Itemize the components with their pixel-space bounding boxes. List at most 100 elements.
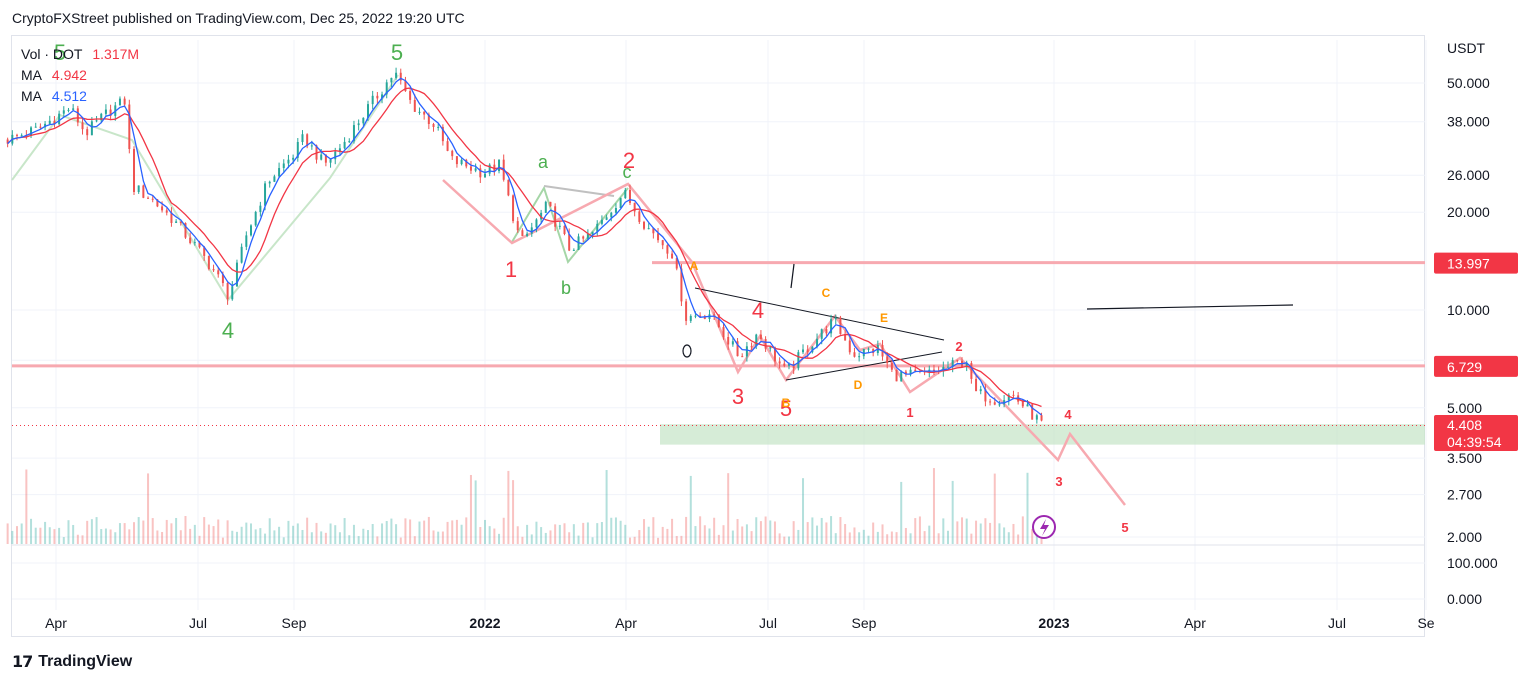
volume-bar	[507, 470, 510, 544]
price-label-bg-1	[1434, 355, 1518, 377]
volume-bar	[610, 517, 613, 544]
candle-body	[306, 134, 309, 147]
candle	[48, 115, 51, 125]
candle	[212, 264, 215, 272]
candle	[128, 99, 131, 154]
volume-bar	[900, 481, 903, 544]
volume-bar	[806, 522, 809, 544]
volume-bar	[731, 530, 734, 544]
volume-bar	[296, 523, 299, 544]
candle-body	[432, 124, 435, 127]
volume-bar	[1021, 516, 1024, 544]
candle	[731, 337, 734, 347]
volume-bar	[76, 534, 79, 544]
candle	[764, 336, 767, 352]
volume-bar	[600, 522, 603, 544]
candle-body	[764, 339, 767, 349]
candle-body	[437, 126, 440, 128]
candle	[661, 239, 664, 250]
candle-body	[605, 217, 608, 220]
candle-body	[680, 268, 683, 302]
volume-bar	[904, 527, 907, 544]
candle	[11, 130, 14, 146]
x-tick-label-3: 2022	[469, 615, 500, 631]
volume-bar	[72, 524, 75, 544]
candle	[273, 174, 276, 183]
volume-bar	[526, 524, 529, 544]
volume-bar	[395, 524, 398, 544]
volume-bar	[245, 522, 248, 544]
candle	[624, 187, 627, 199]
candle-body	[137, 185, 140, 192]
candle	[147, 196, 150, 199]
candle-body	[554, 206, 557, 227]
volume-bar	[596, 523, 599, 544]
candle-body	[914, 369, 917, 371]
legend-ma-1-label: MA	[21, 67, 42, 83]
candles	[6, 67, 1043, 424]
candle-body	[540, 212, 543, 220]
volume-bar	[352, 524, 355, 544]
candle	[104, 104, 107, 117]
volume-bar	[605, 470, 608, 544]
volume-bar	[984, 518, 987, 544]
candle	[413, 94, 416, 112]
wave-label-7: 2	[623, 148, 635, 173]
wave-label-19: 4	[1064, 407, 1072, 422]
candle	[619, 197, 622, 209]
volume-bar	[338, 532, 341, 544]
chart-frame[interactable]	[11, 35, 1425, 637]
candle-body	[165, 210, 168, 213]
tradingview-logo[interactable]: 17 TradingView	[12, 652, 132, 671]
volume-bar	[469, 474, 472, 544]
candle	[736, 337, 739, 357]
candle-body	[203, 247, 206, 256]
volume-bar	[189, 528, 192, 544]
y-tick-label-3: 20.000	[1447, 204, 1490, 220]
volume-bar	[1012, 523, 1015, 544]
candle	[652, 227, 655, 239]
candle-body	[1007, 394, 1010, 401]
candle	[745, 342, 748, 362]
legend-ma-1: MA 4.942	[21, 65, 145, 86]
candle-body	[329, 159, 332, 163]
volume-bar	[643, 519, 646, 544]
candle-body	[469, 166, 472, 171]
candle	[890, 358, 893, 373]
candle-body	[568, 233, 571, 251]
volume-bar	[250, 523, 252, 544]
candle	[858, 352, 861, 362]
candle-body	[278, 168, 281, 177]
candle	[989, 398, 992, 406]
candle-body	[657, 233, 660, 241]
candle-body	[671, 253, 674, 259]
candle	[207, 255, 210, 271]
volume-bar	[862, 529, 865, 544]
wave-label-20: 5	[1121, 520, 1128, 535]
candle-body	[259, 205, 262, 212]
volume-bar	[343, 518, 346, 544]
candle-body	[198, 242, 201, 248]
candle-body	[946, 366, 949, 368]
candle	[1007, 393, 1010, 406]
volume-bar	[745, 524, 748, 544]
candle	[165, 208, 168, 216]
volume-bar	[62, 537, 65, 544]
candle-body	[357, 123, 360, 126]
candle-body	[867, 348, 870, 350]
candle-body	[858, 356, 861, 358]
candle-body	[409, 91, 412, 100]
wave-line-grey	[543, 185, 615, 197]
candle-body	[235, 262, 238, 287]
candle-body	[465, 159, 468, 167]
volume-bar	[137, 517, 140, 544]
candle-body	[909, 369, 912, 374]
candle-body	[184, 223, 187, 238]
volume-bar	[540, 527, 543, 544]
volume-tick-label-0: 100.000	[1447, 555, 1498, 571]
candle	[432, 122, 435, 132]
volume-bar	[310, 532, 313, 544]
wave-label-11: A	[690, 259, 699, 273]
volume-bar	[858, 532, 861, 544]
